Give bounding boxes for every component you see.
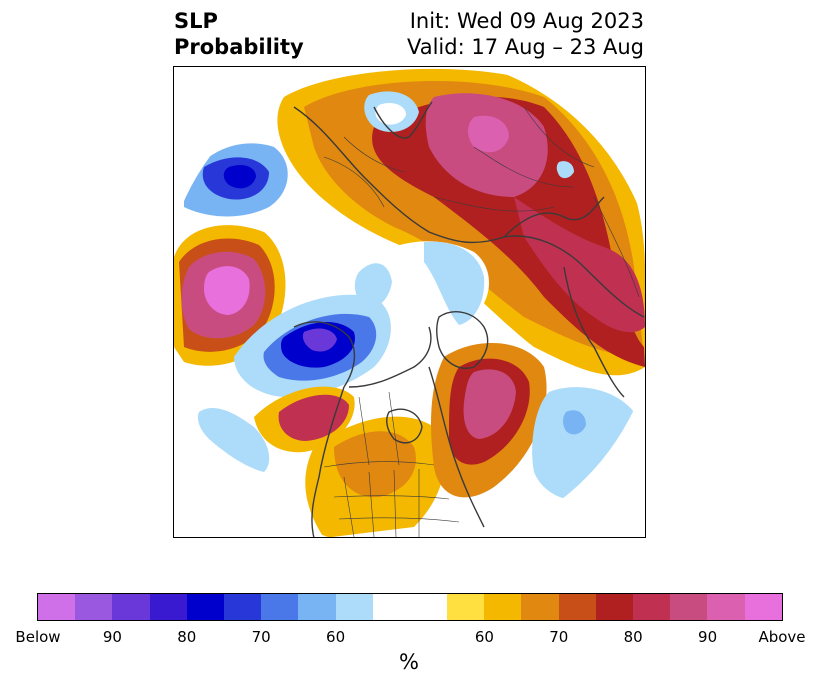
above-region-north-america-mid [334,431,416,498]
colorbar [37,593,783,621]
below-region-atlantic-core [563,410,586,435]
colorbar-segment [484,594,522,620]
valid-range: Valid: 17 Aug – 23 Aug [406,35,644,59]
border-us-states-1 [343,476,355,537]
colorbar-segment [298,594,336,620]
colorbar-segment [112,594,150,620]
coast-eurasia [293,106,645,318]
border-usa-canada [323,461,435,468]
political-borders [323,106,640,537]
colorbar-segment [223,594,262,620]
border-canada-2 [388,391,400,466]
border-us-states-5 [333,495,450,500]
title-variable: SLP [174,9,218,33]
coast-north-america-west [311,386,345,537]
colorbar-segment [744,594,782,620]
coast-greenland [436,311,489,369]
border-europe-1 [323,156,385,208]
coast-scandinavia [373,101,433,139]
colorbar-tick-label: Below [15,628,61,646]
above-region-atlantic-core [463,369,516,439]
title-product: Probability [174,35,304,59]
colorbar-segment [670,594,708,620]
coast-north-america-east [428,366,485,528]
colorbar-tick-label: 80 [623,628,643,646]
probability-map-svg [174,68,645,537]
probability-field [174,68,645,537]
coast-kamchatka [563,266,625,398]
chart-dates: Init: Wed 09 Aug 2023 Valid: 17 Aug – 23… [407,8,644,60]
colorbar-tick-label: 90 [102,628,122,646]
coastlines [293,101,645,537]
border-asia-2 [523,106,595,168]
below-region-atlantic [532,387,638,501]
colorbar-segment [38,594,76,620]
colorbar-segment [186,594,224,620]
polar-map [173,66,646,538]
chart-title: SLP Probability [174,8,304,60]
border-asia-1 [473,146,575,188]
init-date: Init: Wed 09 Aug 2023 [409,9,644,33]
border-europe-2 [343,136,405,173]
colorbar-segment [447,594,485,620]
colorbar-tick-label: 60 [474,628,494,646]
below-region-siberia-small [556,161,574,179]
colorbar-segment [521,594,559,620]
border-us-states-6 [338,517,460,523]
coast-canada [348,326,432,388]
colorbar-tick-label: 70 [549,628,569,646]
colorbar-segment [149,594,187,620]
colorbar-segment [372,594,448,620]
below-region-alaska-peak [302,328,337,352]
border-china [593,196,640,298]
below-region-arctic [424,241,485,325]
colorbar-segment [261,594,299,620]
colorbar-segment [335,594,373,620]
above-region-gulf-alaska-core [278,394,349,441]
colorbar-tick-label: 90 [698,628,718,646]
colorbar-segment [75,594,113,620]
colorbar-unit-label: % [399,650,419,674]
colorbar-segment [595,594,634,620]
colorbar-tick-label: 80 [177,628,197,646]
colorbar-segment [633,594,671,620]
border-us-states-2 [368,471,375,537]
colorbar-segment [707,594,745,620]
neutral-region-barents [375,103,406,125]
above-region-siberia [514,197,645,333]
colorbar-tick-label: Above [758,628,806,646]
colorbar-tick-label: 60 [326,628,346,646]
border-russia-1 [433,196,555,212]
above-region-eurasia-max [468,115,509,153]
border-canada-1 [358,396,370,466]
colorbar-tick-label: 70 [251,628,271,646]
above-region-pacific-peak [204,266,250,315]
below-region-pacific-sw [197,407,270,472]
border-us-states-3 [393,469,397,537]
coast-siberia [503,196,605,238]
coast-hudson-bay [386,408,423,444]
colorbar-segment [558,594,596,620]
coast-alaska [293,321,356,388]
below-region-pacific-nw-peak [223,165,256,189]
